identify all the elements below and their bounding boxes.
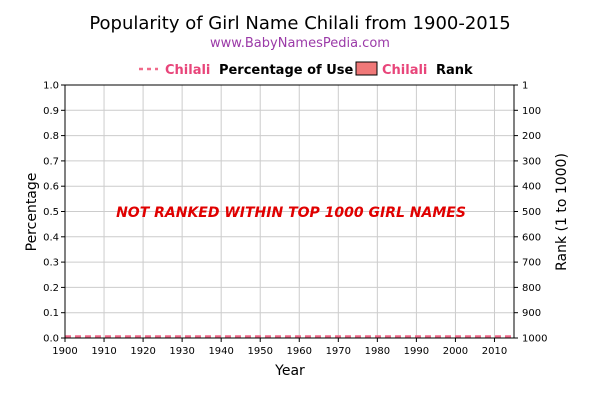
x-tick-label: 2000 (443, 346, 468, 357)
y-axis-right-ticks: 1000 900 800 700 600 500 400 300 200 100 1 (514, 81, 547, 345)
y-tick-label: 1.0 (43, 81, 59, 92)
y-tick-label: 0.3 (43, 258, 59, 269)
y-tick-label: 0.5 (43, 207, 59, 218)
y-right-tick-label: 1000 (522, 334, 547, 345)
x-axis-label: Year (274, 363, 305, 379)
y-tick-label: 0.0 (43, 334, 59, 345)
y-right-tick-label: 900 (522, 308, 541, 319)
legend-rank-name: Chilali (382, 63, 427, 78)
y-tick-label: 0.9 (43, 106, 59, 117)
y-right-tick-label: 1 (522, 81, 528, 92)
x-tick-label: 1950 (247, 346, 272, 357)
x-axis-ticks: 1900 1910 1920 1930 1940 1950 1960 1970 1980 1990… (52, 338, 507, 357)
legend-rank-suffix: Rank (436, 63, 473, 78)
x-tick-label: 1940 (208, 346, 233, 357)
legend-percentage-suffix: Percentage of Use (219, 63, 354, 78)
y-tick-label: 0.2 (43, 283, 59, 294)
legend-percentage-name: Chilali (165, 63, 210, 78)
legend-rank-swatch (355, 61, 378, 76)
x-tick-label: 2010 (482, 346, 507, 357)
x-tick-label: 1920 (130, 346, 155, 357)
legend: Chilali Percentage of Use Chilali Rank (139, 61, 473, 78)
y-tick-label: 0.8 (43, 131, 59, 142)
x-tick-label: 1900 (52, 346, 77, 357)
x-tick-label: 1970 (326, 346, 351, 357)
y-right-tick-label: 200 (522, 131, 541, 142)
y-right-tick-label: 800 (522, 283, 541, 294)
chart-title: Popularity of Girl Name Chilali from 190… (89, 13, 510, 34)
x-tick-label: 1930 (169, 346, 194, 357)
y-axis-ticks: 0.0 0.1 0.2 0.3 0.4 0.5 0.6 0.7 0.8 0.9 1.0 (43, 81, 65, 345)
y-tick-label: 0.1 (43, 308, 59, 319)
y-right-tick-label: 600 (522, 232, 541, 243)
y-axis-label: Percentage (24, 173, 40, 252)
x-tick-label: 1990 (404, 346, 429, 357)
y-right-tick-label: 100 (522, 106, 541, 117)
y-tick-label: 0.4 (43, 232, 59, 243)
chart-subtitle: www.BabyNamesPedia.com (210, 36, 390, 51)
legend-percentage-label: Chilali Percentage of Use (165, 63, 354, 78)
grid (65, 85, 514, 338)
annotation-text: NOT RANKED WITHIN TOP 1000 GIRL NAMES (116, 205, 466, 221)
y-right-tick-label: 500 (522, 207, 541, 218)
y-right-tick-label: 300 (522, 156, 541, 167)
x-tick-label: 1980 (365, 346, 390, 357)
y-tick-label: 0.6 (43, 182, 59, 193)
y-right-tick-label: 400 (522, 182, 541, 193)
y-right-tick-label: 700 (522, 258, 541, 269)
legend-rank-label: Chilali Rank (382, 63, 473, 78)
x-tick-label: 1960 (287, 346, 312, 357)
y-axis-right-label: Rank (1 to 1000) (554, 153, 570, 271)
x-tick-label: 1910 (91, 346, 116, 357)
y-tick-label: 0.7 (43, 156, 59, 167)
